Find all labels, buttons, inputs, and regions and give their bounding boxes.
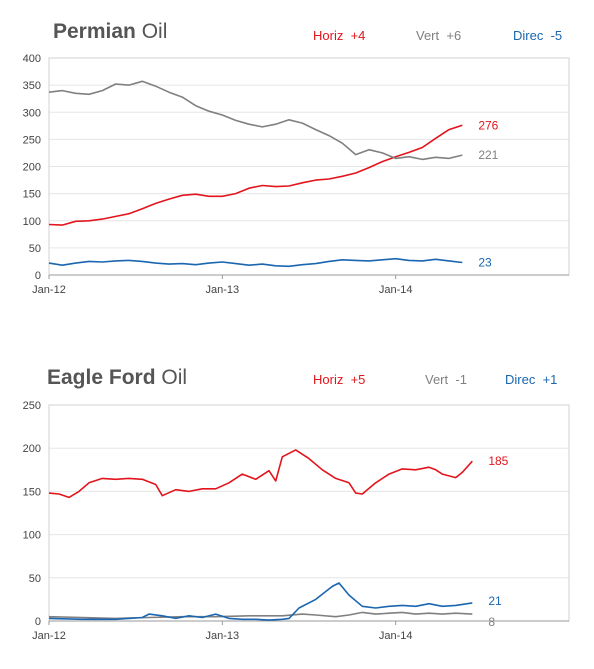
- y-tick-label: 50: [29, 573, 41, 585]
- legend-horiz-label: Horiz: [313, 372, 344, 387]
- y-tick-label: 250: [23, 400, 41, 412]
- legend-horiz-label: Horiz: [313, 28, 344, 43]
- y-tick-label: 200: [23, 443, 41, 455]
- y-tick-label: 200: [23, 162, 41, 174]
- y-tick-label: 100: [23, 216, 41, 228]
- permian-panel: Permian Oil Horiz +4 Vert +6 Direc -5 0 5…: [0, 0, 594, 310]
- chart-title: Permian Oil: [53, 20, 167, 44]
- title-basin: Eagle Ford: [47, 366, 156, 389]
- title-basin: Permian: [53, 20, 136, 43]
- x-tick-label: Jan-12: [32, 630, 66, 642]
- title-product: Oil: [141, 20, 168, 43]
- plot-frame: [48, 404, 570, 622]
- end-label-vert: 8: [488, 615, 495, 629]
- series-line-horiz: [48, 449, 473, 499]
- legend-horiz: Horiz +5: [313, 372, 365, 387]
- x-tick-label: Jan-14: [379, 630, 413, 642]
- y-tick-label: 0: [35, 616, 41, 628]
- chart-title: Eagle Ford Oil: [47, 366, 187, 390]
- legend-vert: Vert +6: [416, 28, 461, 43]
- end-label-direc: 21: [488, 594, 502, 608]
- x-tick-label: Jan-14: [379, 284, 413, 296]
- legend-horiz: Horiz +4: [313, 28, 365, 43]
- y-tick-label: 50: [29, 243, 41, 255]
- x-tick-label: Jan-13: [206, 284, 240, 296]
- y-tick-label: 0: [35, 270, 41, 282]
- y-tick-label: 100: [23, 530, 41, 542]
- legend-horiz-change: +4: [350, 28, 366, 43]
- legend-vert-label: Vert: [425, 372, 449, 387]
- series-line-direc: [48, 582, 473, 621]
- legend-vert: Vert -1: [425, 372, 467, 387]
- series-line-vert: [48, 80, 463, 161]
- y-tick-label: 150: [23, 189, 41, 201]
- x-tick-label: Jan-12: [32, 284, 66, 296]
- legend-direc-change: +1: [542, 372, 558, 387]
- y-tick-label: 400: [23, 53, 41, 65]
- y-tick-label: 350: [23, 80, 41, 92]
- legend-vert-change: +6: [446, 28, 462, 43]
- end-label-horiz: 185: [488, 454, 508, 468]
- legend-horiz-change: +5: [350, 372, 366, 387]
- permian-line-chart: 0 50 100 150 200 250 300 350 400 Jan-12 Jan-13 Jan-…: [23, 53, 570, 296]
- series-line-direc: [48, 257, 463, 268]
- legend-direc: Direc -5: [513, 28, 562, 43]
- y-tick-label: 300: [23, 107, 41, 119]
- end-label-direc: 23: [478, 256, 492, 270]
- legend-vert-label: Vert: [416, 28, 440, 43]
- x-tick-label: Jan-13: [206, 630, 240, 642]
- legend-direc-change: -5: [550, 28, 563, 43]
- legend-direc-label: Direc: [513, 28, 544, 43]
- legend-vert-change: -1: [455, 372, 467, 387]
- y-tick-label: 250: [23, 134, 41, 146]
- end-label-vert: 221: [478, 148, 498, 162]
- legend-direc: Direc +1: [505, 372, 557, 387]
- y-tick-label: 150: [23, 486, 41, 498]
- series-line-vert: [48, 611, 473, 620]
- legend-direc-label: Direc: [505, 372, 536, 387]
- title-product: Oil: [161, 366, 188, 389]
- end-label-horiz: 276: [478, 118, 498, 132]
